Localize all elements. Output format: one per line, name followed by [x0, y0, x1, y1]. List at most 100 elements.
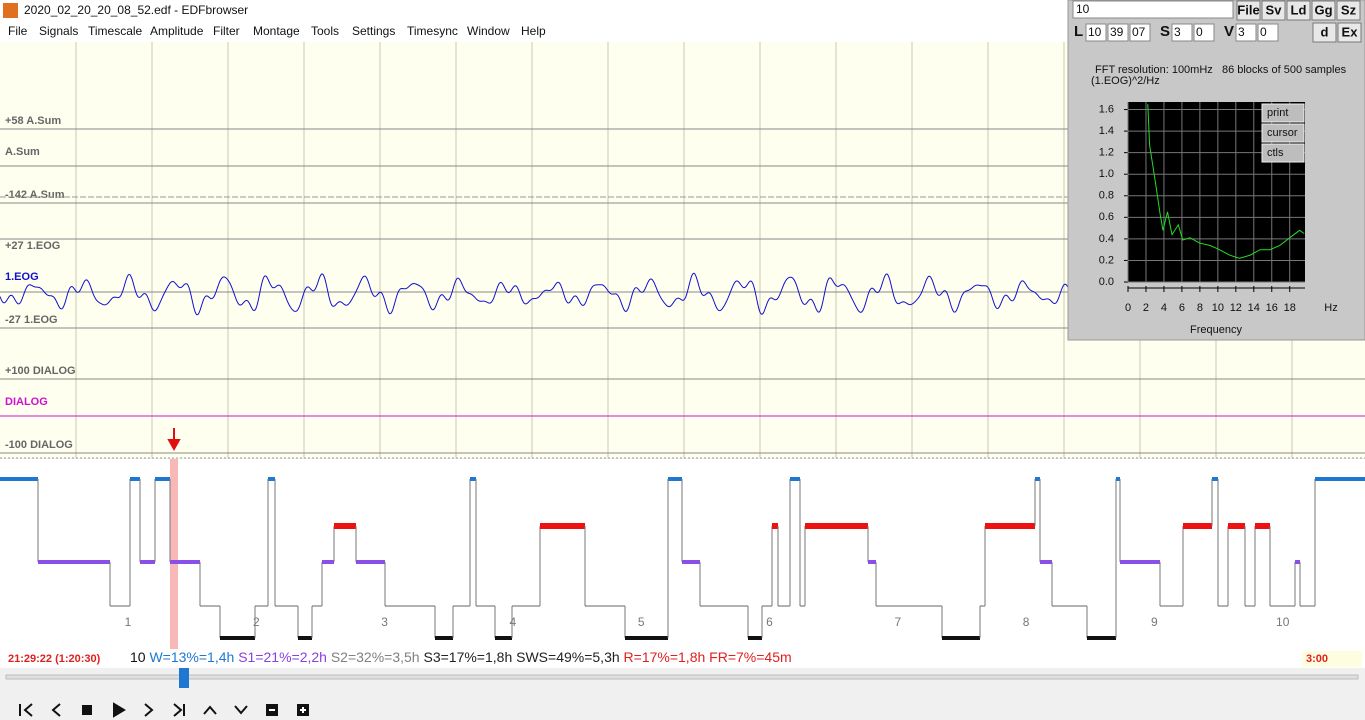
x-tick-label: 2	[1143, 302, 1149, 314]
y-tick-label: 0.4	[1099, 233, 1114, 245]
control-label: V	[1224, 23, 1234, 40]
x-tick-label: 18	[1284, 302, 1296, 314]
hour-label: 8	[1023, 615, 1030, 629]
y-tick-label: 1.2	[1099, 147, 1114, 159]
play-button[interactable]	[113, 702, 126, 718]
panel-button[interactable]	[1337, 22, 1362, 43]
title-bar	[0, 0, 1365, 22]
panel-button-label: Ld	[1291, 2, 1307, 17]
plot-button[interactable]	[1261, 143, 1305, 163]
panel-button[interactable]	[1312, 22, 1337, 43]
x-tick-label: 4	[1161, 302, 1167, 314]
y-tick-label: 0.8	[1099, 190, 1114, 202]
time-left: 21:29:22 (1:20:30)	[8, 653, 101, 665]
slider-thumb[interactable]	[179, 668, 189, 688]
control-field[interactable]	[1129, 23, 1151, 42]
fft-unit: (1.EOG)^2/Hz	[1091, 75, 1160, 87]
signal-upper-label: +100 DIALOG	[5, 365, 76, 377]
menu-item[interactable]: Montage	[253, 24, 300, 38]
panel-button-label: d	[1321, 24, 1329, 39]
menu-item[interactable]: Tools	[311, 24, 339, 38]
control-field[interactable]	[1257, 23, 1279, 42]
plot-button[interactable]	[1261, 103, 1305, 123]
control-field-value: 0	[1196, 25, 1203, 39]
input-value: 10	[1076, 2, 1090, 16]
stat-item: W=13%=1,4h	[149, 649, 234, 665]
stat-item: S3=17%=1,8h	[423, 649, 512, 665]
x-unit: Hz	[1324, 302, 1337, 314]
panel-button[interactable]	[1311, 0, 1336, 21]
panel-button-label: Sv	[1266, 2, 1283, 17]
panel-button-label: Gg	[1314, 2, 1332, 17]
hour-label: 3	[381, 615, 388, 629]
time-right: 3:00	[1306, 653, 1328, 665]
hypnogram	[0, 477, 1365, 640]
sleep-stats: 10 W=13%=1,4h S1=21%=2,2h S2=32%=3,5h S3…	[130, 649, 792, 665]
y-tick-label: 0.6	[1099, 211, 1114, 223]
menu-item[interactable]: Help	[521, 24, 546, 38]
y-tick-label: 0.2	[1099, 254, 1114, 266]
control-label: S	[1160, 23, 1170, 40]
menu-item[interactable]: Amplitude	[150, 24, 204, 38]
x-tick-label: 6	[1179, 302, 1185, 314]
control-field[interactable]	[1193, 23, 1215, 42]
control-field[interactable]	[1085, 23, 1107, 42]
control-label: L	[1074, 23, 1083, 40]
up-button[interactable]	[203, 705, 217, 715]
eog-trace	[0, 272, 1069, 316]
first-button[interactable]	[19, 703, 33, 717]
signal-upper-label: +58 A.Sum	[5, 115, 61, 127]
x-tick-label: 0	[1125, 302, 1131, 314]
menu-item[interactable]: Timescale	[88, 24, 143, 38]
panel-button[interactable]	[1261, 0, 1286, 21]
control-field[interactable]	[1107, 23, 1129, 42]
stop-button[interactable]	[82, 705, 92, 715]
window-title: 2020_02_20_20_08_52.edf - EDFbrowser	[24, 3, 248, 17]
control-field[interactable]	[1235, 23, 1257, 42]
control-field-value: 0	[1260, 25, 1267, 39]
hour-label: 9	[1151, 615, 1158, 629]
hour-label: 1	[125, 615, 132, 629]
hour-label: 6	[766, 615, 773, 629]
y-tick-label: 1.0	[1099, 168, 1114, 180]
x-axis-label: Frequency	[1190, 324, 1242, 336]
menu-item[interactable]: Settings	[352, 24, 395, 38]
control-field-value: 10	[1088, 25, 1102, 39]
signal-lower-label: -100 DIALOG	[5, 439, 73, 451]
plot-button-label: ctls	[1267, 147, 1284, 159]
last-button[interactable]	[173, 703, 185, 717]
x-tick-label: 8	[1197, 302, 1203, 314]
input-box[interactable]	[1072, 0, 1234, 19]
menu-item[interactable]: Window	[467, 24, 510, 38]
slider-track[interactable]	[5, 674, 1359, 680]
status-bar	[0, 649, 1365, 668]
panel-button[interactable]	[1286, 0, 1311, 21]
stat-item: S1=21%=2,2h	[238, 649, 327, 665]
menu-item[interactable]: Filter	[213, 24, 240, 38]
panel-button[interactable]	[1336, 0, 1361, 21]
prev-button[interactable]	[51, 703, 61, 717]
y-tick-label: 1.4	[1099, 125, 1114, 137]
down-button[interactable]	[234, 705, 248, 715]
next-button[interactable]	[144, 703, 154, 717]
stat-item: 10	[130, 649, 146, 665]
control-field[interactable]	[1171, 23, 1193, 42]
menu-item[interactable]: Timesync	[407, 24, 458, 38]
y-tick-label: 0.0	[1099, 276, 1114, 288]
signal-name: A.Sum	[5, 146, 40, 158]
menu-item[interactable]: Signals	[39, 24, 78, 38]
signal-name: 1.EOG	[5, 271, 39, 283]
spectrum-line	[1147, 104, 1305, 259]
panel-button-label: Ex	[1342, 24, 1359, 39]
menu-item[interactable]: File	[8, 24, 28, 38]
cursor-band	[170, 459, 178, 649]
x-tick-label: 12	[1230, 302, 1242, 314]
plot-button[interactable]	[1261, 123, 1305, 143]
panel-button[interactable]	[1236, 0, 1261, 21]
stat-item: S2=32%=3,5h	[331, 649, 420, 665]
control-field-value: 07	[1132, 25, 1146, 39]
control-field-value: 39	[1110, 25, 1124, 39]
panel-button-label: File	[1237, 2, 1259, 17]
